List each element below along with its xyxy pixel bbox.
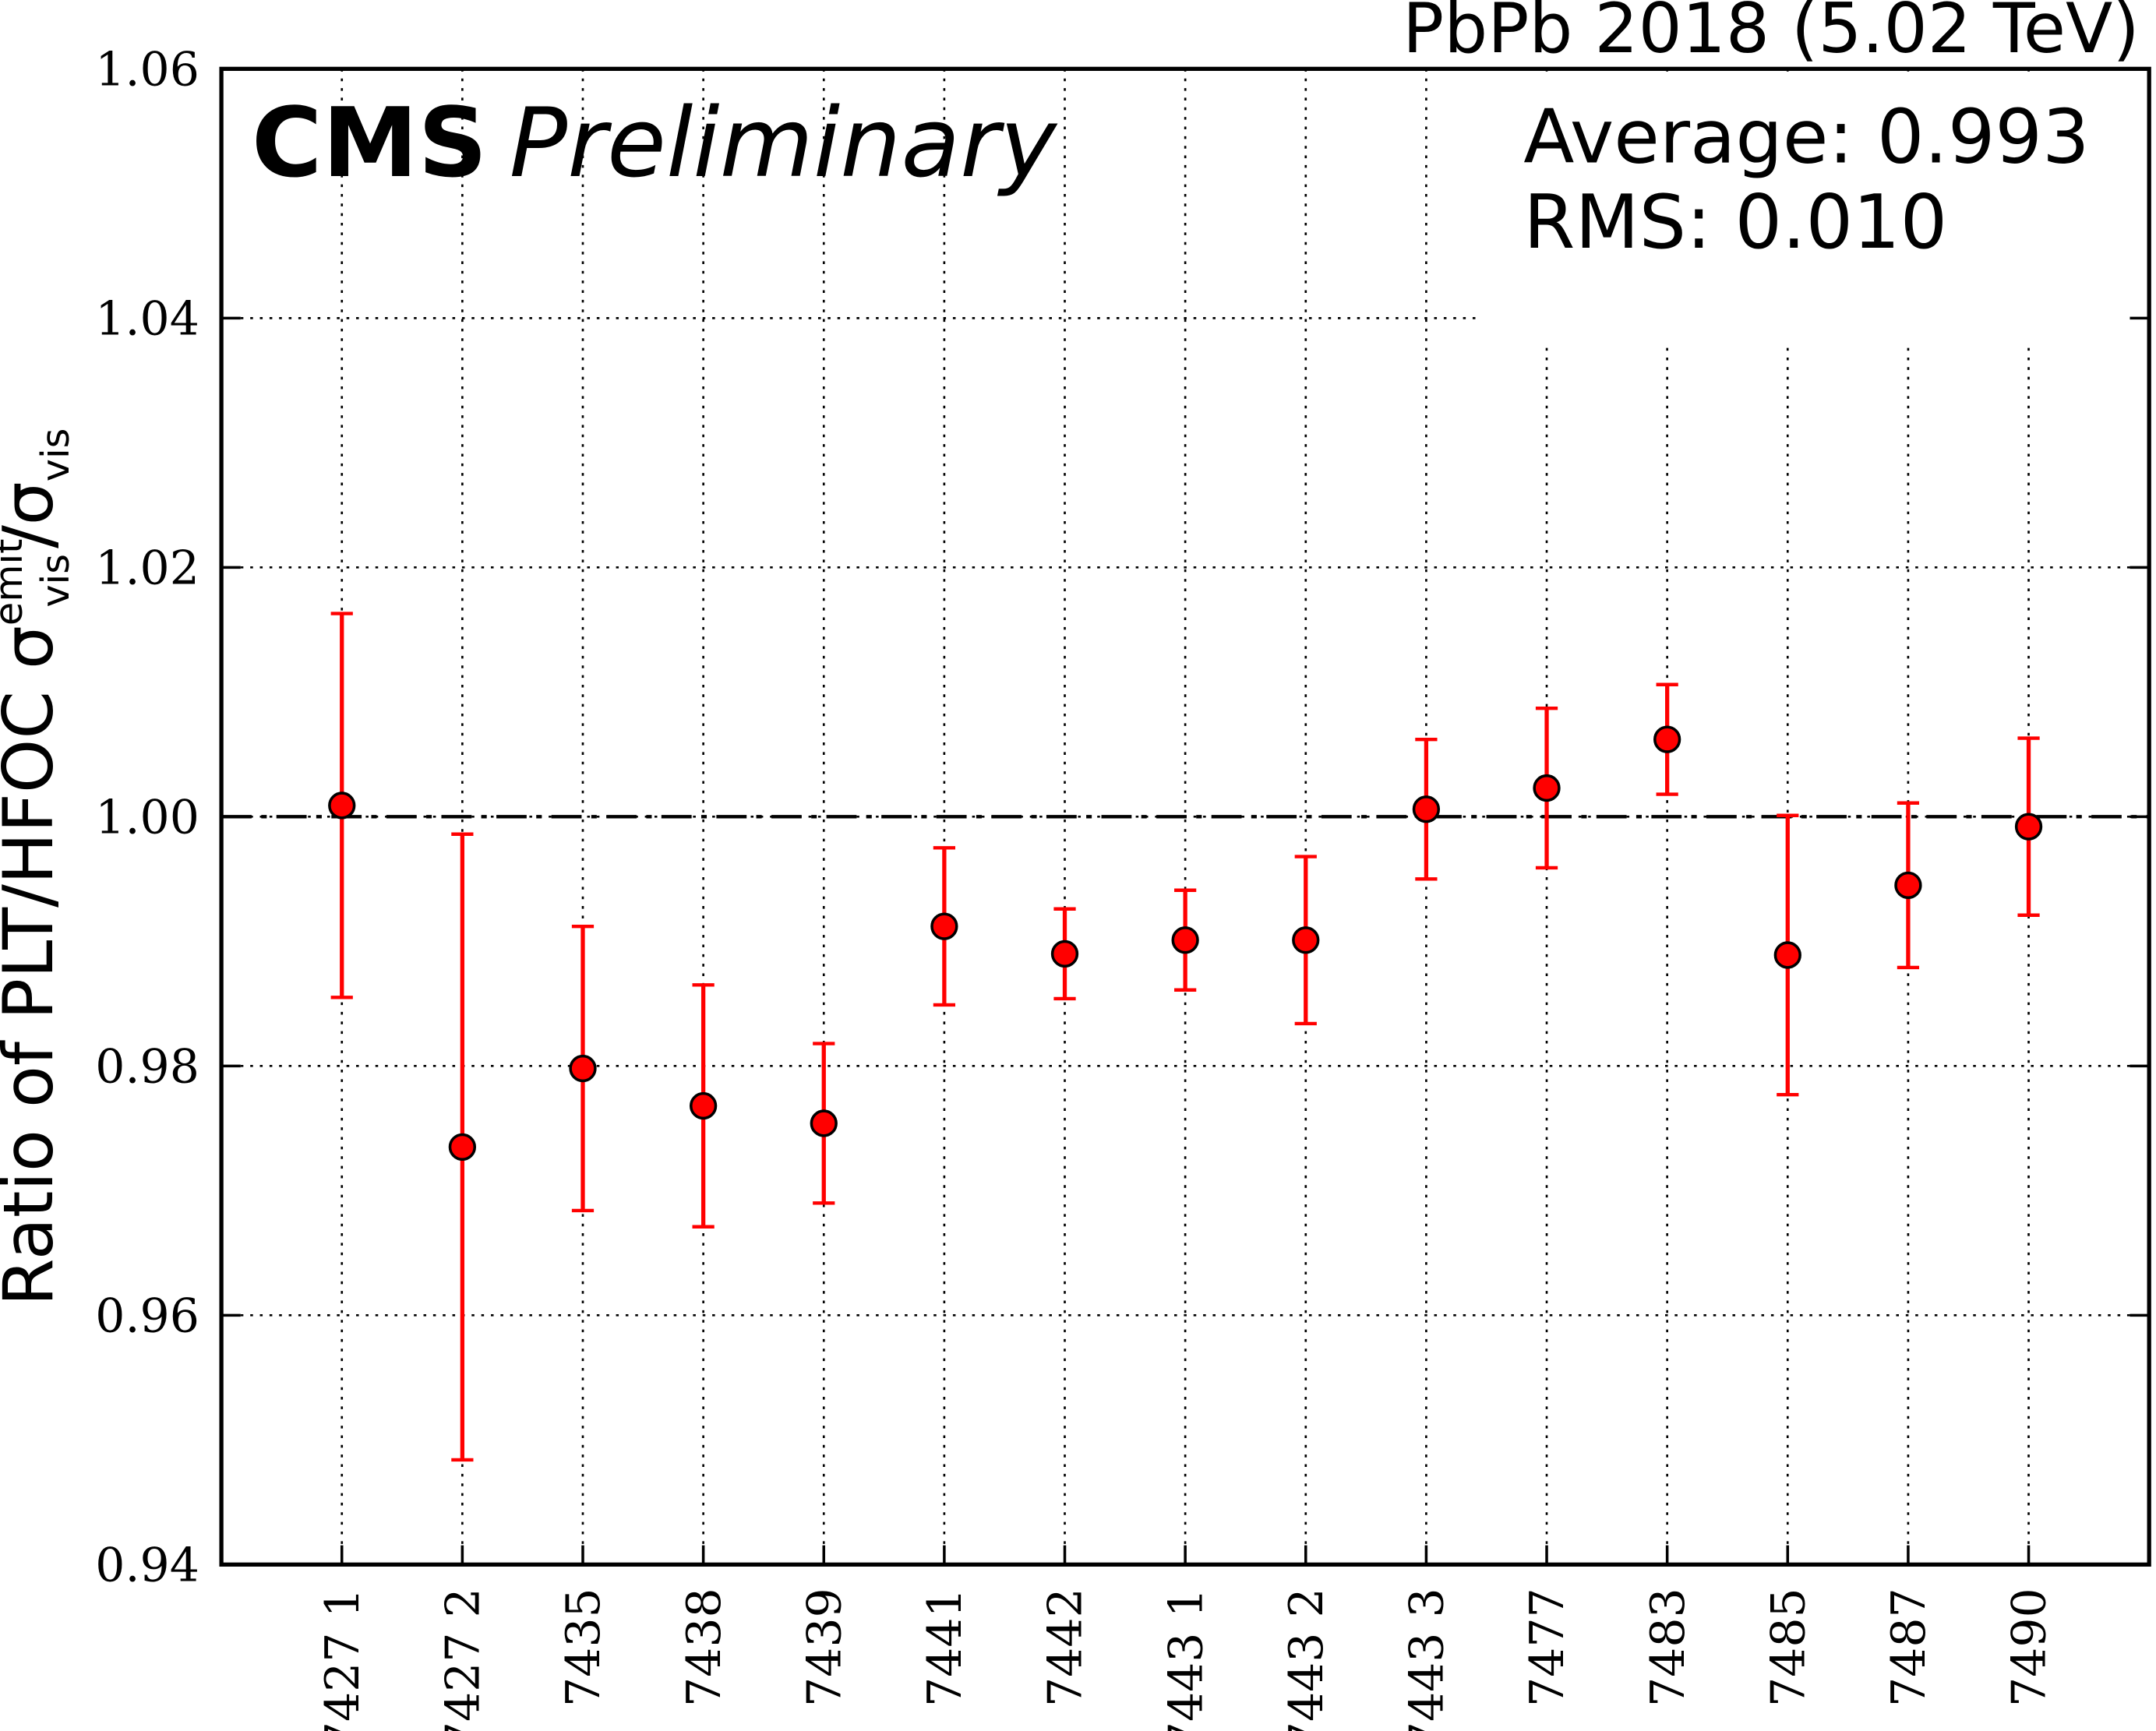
marker	[810, 1109, 838, 1137]
marker	[1412, 795, 1441, 823]
x-tick-label: 7435	[556, 1588, 611, 1707]
x-tick-label: 7485	[1761, 1588, 1815, 1707]
x-tick-label: 7427 2	[436, 1588, 491, 1731]
stats-line: RMS: 0.010	[1523, 180, 1947, 266]
y-axis-label: Ratio of PLT/HFOC σemitvis/σvis	[0, 428, 78, 1306]
y-tick-label: 1.04	[95, 292, 199, 347]
plot-frame	[219, 66, 2151, 1567]
marker	[1050, 940, 1079, 968]
x-tick-label: 7443 2	[1279, 1588, 1334, 1731]
x-tick-label: 7443 3	[1400, 1588, 1455, 1731]
x-tick-label: 7490	[2003, 1588, 2057, 1707]
marker	[1171, 926, 1199, 954]
y-label-sup: emit	[0, 538, 31, 626]
x-tick-label: 7439	[797, 1588, 852, 1707]
y-tick-label: 0.98	[95, 1040, 199, 1095]
y-tick-label: 1.02	[95, 541, 199, 596]
chart-title: PbPb 2018 (5.02 TeV)	[1403, 0, 2140, 69]
cms-label: CMS Preliminary	[252, 87, 1058, 199]
marker	[328, 791, 356, 820]
y-label-main: Ratio of PLT/HFOC σ	[0, 626, 69, 1306]
marker	[689, 1091, 718, 1120]
x-tick-label: 7443 1	[1159, 1588, 1213, 1731]
y-label-sub: vis	[33, 554, 78, 608]
y-label-main: /σ	[0, 481, 69, 548]
marker	[2014, 813, 2043, 841]
x-tick-label: 7427 1	[316, 1588, 370, 1731]
x-tick-label: 7487	[1882, 1588, 1936, 1707]
x-tick-label: 7483	[1641, 1588, 1696, 1707]
y-tick-label: 1.00	[95, 791, 199, 845]
y-label-sub: vis	[33, 428, 78, 482]
stats-box	[1478, 71, 2147, 344]
marker	[1533, 774, 1561, 802]
x-tick-label: 7438	[677, 1588, 732, 1707]
marker	[1292, 926, 1320, 954]
marker	[1773, 941, 1801, 969]
marker	[569, 1054, 597, 1083]
x-tick-label: 7477	[1520, 1588, 1575, 1707]
marker	[930, 912, 958, 940]
x-tick-label: 7442	[1039, 1588, 1093, 1707]
stats: Average: 0.993 RMS: 0.010	[1523, 94, 2089, 265]
y-tick-label: 0.96	[95, 1289, 199, 1344]
experiment: CMS	[252, 87, 488, 199]
x-tick-label: 7441	[918, 1588, 972, 1707]
y-tick-label: 1.06	[95, 43, 199, 97]
marker	[1653, 725, 1681, 753]
y-tick-label: 0.94	[95, 1539, 199, 1593]
marker	[448, 1133, 477, 1161]
marker	[1894, 871, 1922, 899]
stats-line: Average: 0.993	[1523, 94, 2089, 180]
status: Preliminary	[510, 87, 1058, 199]
